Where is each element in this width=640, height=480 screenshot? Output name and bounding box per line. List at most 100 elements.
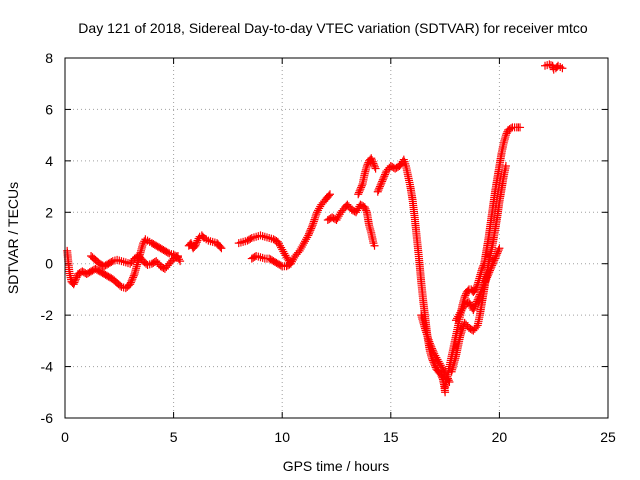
data-point: [478, 285, 487, 294]
data-point: [427, 342, 436, 351]
data-point: [491, 252, 500, 261]
data-point: [362, 206, 371, 215]
x-tick-label: 25: [600, 429, 616, 445]
data-point: [378, 177, 387, 186]
data-point: [216, 243, 225, 251]
data-point: [473, 295, 482, 304]
y-tick-label: -4: [41, 359, 54, 375]
data-point: [495, 244, 504, 253]
data-point: [117, 257, 126, 266]
data-point: [379, 174, 388, 182]
data-point: [470, 304, 479, 313]
data-point: [424, 333, 433, 342]
data-point: [309, 219, 318, 228]
data-point: [494, 246, 503, 254]
data-point: [258, 253, 267, 262]
data-point: [472, 299, 481, 308]
data-point: [485, 266, 494, 275]
data-point: [469, 306, 478, 314]
data-point: [256, 253, 265, 262]
data-point: [558, 64, 567, 73]
data-point: [423, 332, 432, 341]
data-point: [493, 247, 502, 256]
data-point: [239, 237, 248, 246]
data-point: [310, 215, 319, 224]
data-point: [471, 300, 480, 309]
data-point: [126, 278, 135, 287]
data-point: [476, 288, 485, 297]
data-point: [493, 249, 502, 258]
data-points: [63, 60, 567, 397]
data-point: [217, 244, 226, 253]
x-tick-label: 5: [170, 429, 178, 445]
data-point: [430, 360, 439, 368]
data-point: [479, 282, 488, 290]
data-point: [376, 180, 385, 189]
data-point: [72, 273, 81, 282]
data-point: [367, 156, 376, 164]
data-point: [362, 162, 371, 170]
data-point: [489, 258, 498, 266]
data-point: [501, 162, 510, 170]
data-point: [304, 229, 313, 238]
data-point: [69, 280, 78, 289]
x-tick-labels: 0 5 10 15 20 25: [61, 429, 616, 445]
data-point: [472, 297, 481, 306]
data-point: [456, 329, 465, 338]
data-point: [309, 217, 318, 226]
data-point: [311, 211, 320, 220]
data-point: [461, 291, 470, 300]
data-point: [429, 348, 438, 356]
data-point: [456, 331, 465, 340]
chart-title: Day 121 of 2018, Sidereal Day-to-day VTE…: [78, 20, 588, 36]
data-point: [374, 186, 383, 194]
data-point: [324, 191, 333, 200]
data-point: [355, 186, 364, 195]
data-point: [368, 157, 377, 166]
data-point: [276, 261, 285, 270]
data-point: [477, 287, 486, 296]
data-point: [425, 339, 434, 348]
data-point: [474, 294, 483, 302]
data-point: [254, 252, 263, 261]
x-axis-label: GPS time / hours: [283, 458, 390, 474]
data-point: [367, 154, 376, 163]
data-point: [381, 170, 390, 179]
data-point: [354, 188, 363, 197]
data-point: [256, 231, 265, 240]
data-point: [192, 240, 201, 248]
data-point: [172, 252, 181, 261]
data-point: [371, 164, 380, 173]
data-point: [480, 278, 489, 287]
data-point: [482, 275, 491, 284]
data-point: [129, 273, 138, 282]
data-point: [116, 281, 125, 290]
x-tick-label: 10: [274, 429, 290, 445]
data-point: [127, 276, 136, 285]
data-point: [71, 276, 80, 285]
data-point: [483, 273, 492, 282]
data-point: [475, 292, 484, 301]
data-point: [305, 228, 314, 236]
data-point: [428, 344, 437, 353]
y-tick-label: 6: [45, 101, 53, 117]
data-point: [375, 184, 384, 193]
y-tick-label: 2: [45, 204, 53, 220]
data-point: [457, 328, 466, 337]
data-point: [354, 190, 363, 199]
data-point: [506, 124, 515, 133]
data-point: [380, 172, 389, 181]
data-point: [325, 190, 334, 199]
y-tick-label: 0: [45, 256, 53, 272]
data-point: [375, 182, 384, 191]
data-point: [370, 162, 379, 171]
y-tick-label: -6: [41, 410, 54, 426]
data-point: [422, 328, 431, 337]
data-point: [357, 183, 366, 192]
data-point: [308, 221, 317, 230]
data-point: [360, 203, 369, 212]
data-point: [460, 293, 469, 302]
data-point: [113, 255, 122, 264]
data-point: [126, 280, 135, 289]
